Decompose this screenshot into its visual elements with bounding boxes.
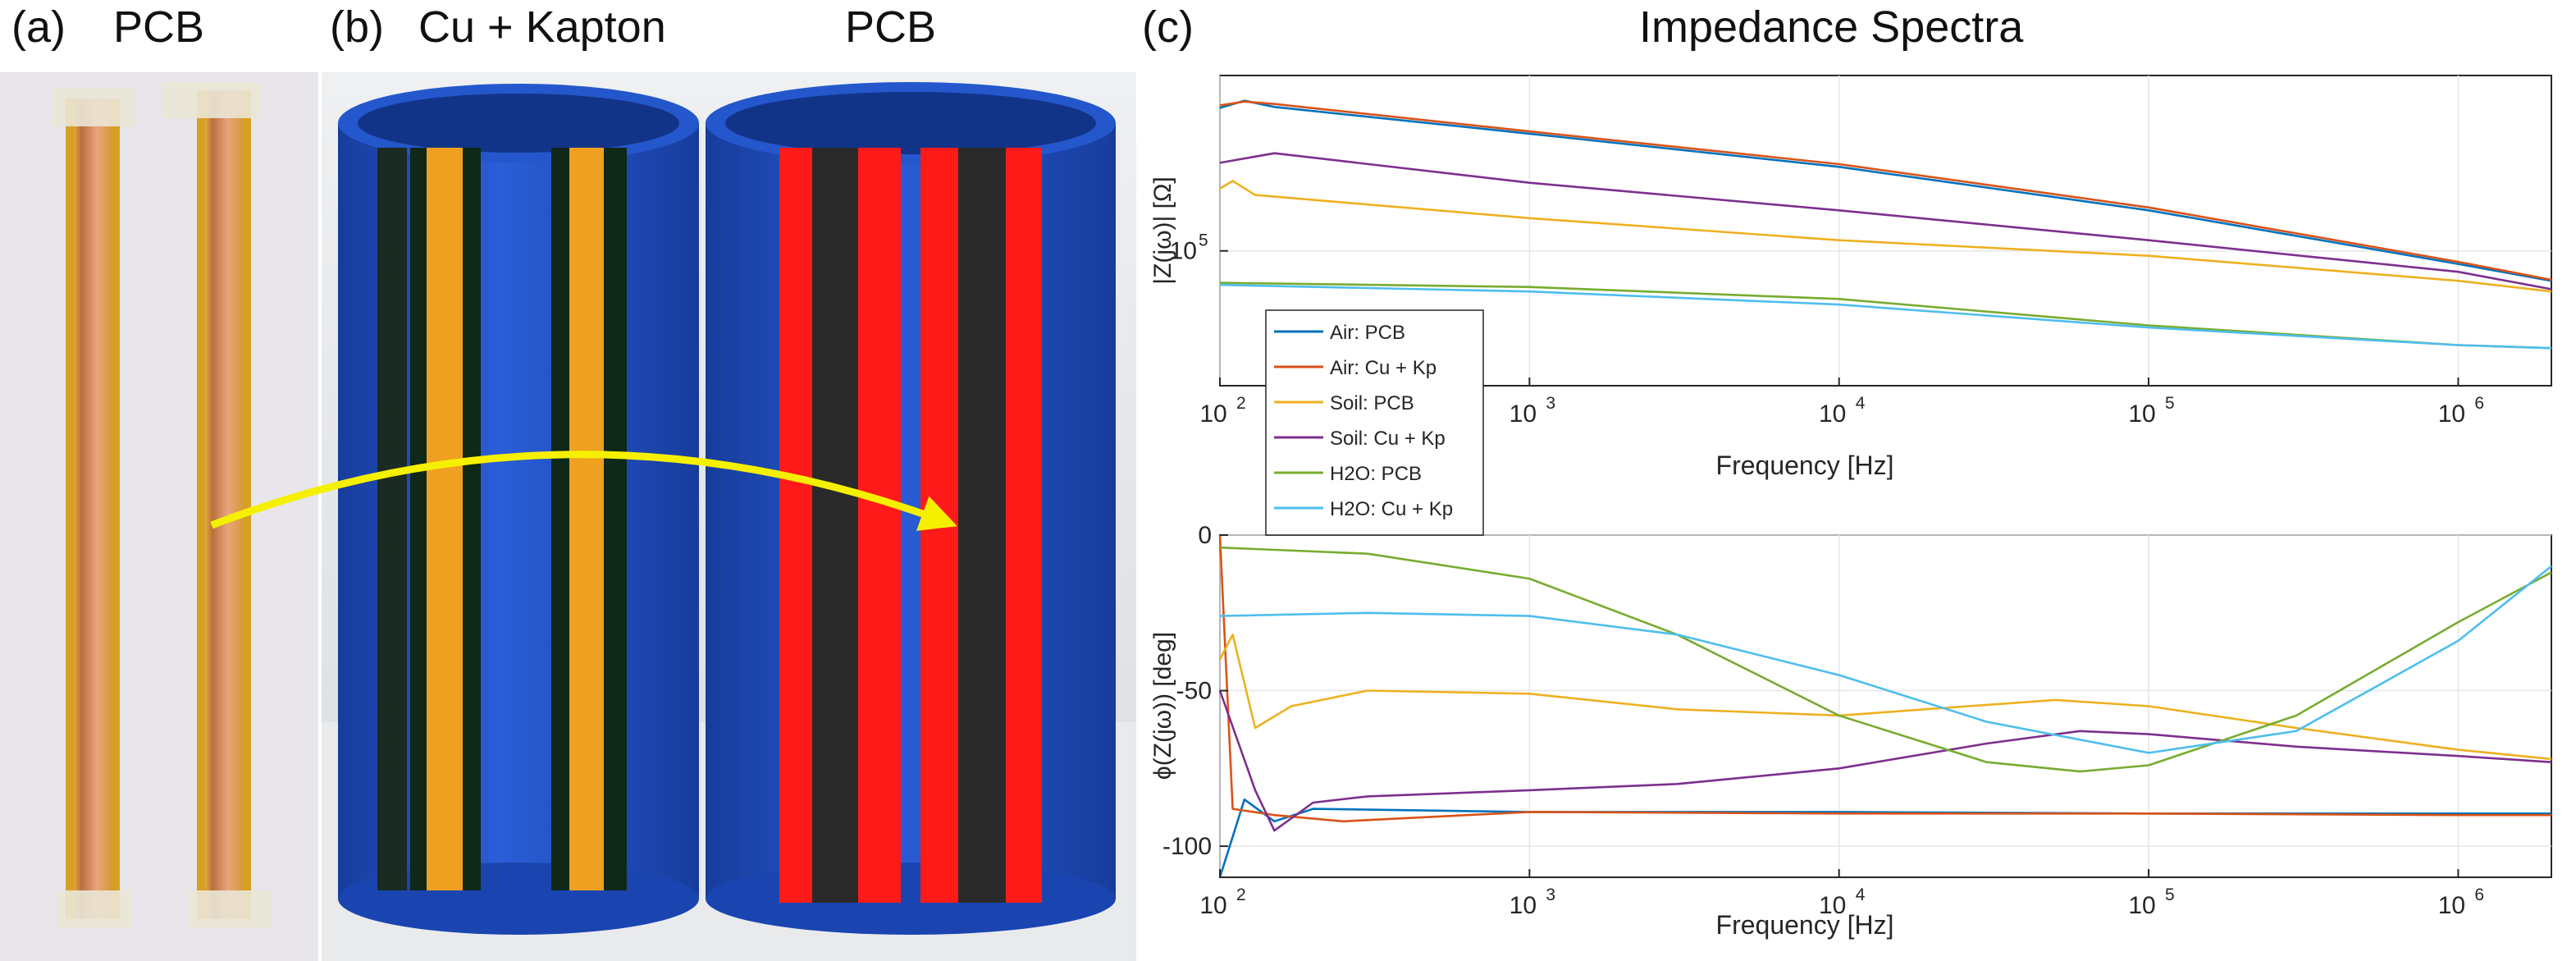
legend-label-soil_cukp: Soil: Cu + Kp [1330, 428, 1446, 450]
phase-series-h2o_cukp [1219, 565, 2552, 754]
panel-a-letter: (a) [11, 2, 66, 52]
magnitude-series-soil_cukp [1219, 152, 2552, 291]
phase-series-air_cukp [1218, 534, 2551, 823]
legend-label-air_cukp: Air: Cu + Kp [1330, 357, 1436, 379]
phase-xtick-label: 10 [2128, 892, 2155, 919]
phase-xtick-exp: 6 [2474, 885, 2484, 904]
phase-xtick-exp: 3 [1546, 885, 1555, 904]
phase-xtick-label: 10 [1510, 892, 1537, 919]
phase-ytick-label: 0 [1198, 522, 1212, 549]
magnitude-xtick-exp: 4 [1856, 394, 1866, 413]
legend-label-air_pcb: Air: PCB [1330, 322, 1405, 344]
phase-series-h2o_pcb [1219, 546, 2552, 773]
magnitude-xlabel: Frequency [Hz] [1716, 451, 1894, 480]
arrow-pcb-to-pipe [210, 451, 957, 531]
magnitude-xtick-exp: 5 [2165, 394, 2175, 413]
phase-xtick-label: 10 [1199, 892, 1226, 919]
magnitude-series-h2o_cukp [1219, 283, 2552, 350]
magnitude-ytick-label: 10 [1170, 238, 1197, 265]
phase-ylabel: ϕ(Z(jω)) [deg] [1149, 632, 1176, 780]
magnitude-xtick-exp: 6 [2474, 394, 2484, 413]
legend-label-h2o_pcb: H2O: PCB [1330, 463, 1422, 485]
legend-label-soil_pcb: Soil: PCB [1330, 392, 1414, 414]
phase-axes-box [1219, 534, 2552, 878]
magnitude-series-soil_pcb [1219, 180, 2552, 293]
pipes-photo [322, 72, 1136, 961]
phase-series-soil_cukp [1218, 690, 2552, 832]
photo-panels [0, 72, 1136, 961]
phase-xtick-exp: 2 [1236, 885, 1246, 904]
magnitude-xtick-label: 10 [2128, 400, 2155, 428]
phase-ytick-label: -50 [1176, 678, 1212, 705]
phase-xtick-label: 10 [1819, 892, 1846, 919]
magnitude-xtick-label: 10 [1199, 400, 1226, 428]
phase-plot: 10 2 10 3 10 4 10 5 10 6 0 -50 -100 Frequency [Hz] ϕ… [1149, 522, 2552, 940]
panel-c-title: Impedance Spectra [1639, 2, 2024, 52]
magnitude-xtick-label: 10 [1819, 400, 1846, 428]
legend-label-h2o_cukp: H2O: Cu + Kp [1330, 498, 1453, 520]
panel-c-letter: (c) [1142, 2, 1194, 52]
magnitude-xtick-label: 10 [1510, 400, 1537, 428]
magnitude-ylabel: |Z(jω)| [Ω] [1149, 176, 1176, 284]
phase-xtick-exp: 4 [1856, 885, 1866, 904]
pcb-strips-photo [0, 72, 318, 961]
phase-xlabel: Frequency [Hz] [1716, 910, 1894, 940]
magnitude-xtick-exp: 2 [1236, 394, 1246, 413]
panel-b-letter: (b) [330, 2, 384, 52]
panel-a-title: PCB [113, 2, 205, 52]
phase-xtick-exp: 5 [2165, 885, 2175, 904]
legend: Air: PCB Air: Cu + Kp Soil: PCB Soil: Cu + … [1265, 309, 1484, 536]
panel-b-title-left: Cu + Kapton [418, 2, 666, 52]
panel-b-title-right: PCB [845, 2, 937, 52]
magnitude-xtick-exp: 3 [1546, 394, 1555, 413]
phase-ytick-label: -100 [1162, 833, 1212, 860]
legend-box [1265, 309, 1484, 536]
magnitude-ytick-exp: 5 [1199, 231, 1208, 250]
phase-series-soil_pcb [1218, 633, 2552, 761]
magnitude-xtick-label: 10 [2438, 400, 2465, 428]
phase-xtick-label: 10 [2438, 892, 2465, 919]
magnitude-series-air_cukp [1219, 100, 2552, 281]
